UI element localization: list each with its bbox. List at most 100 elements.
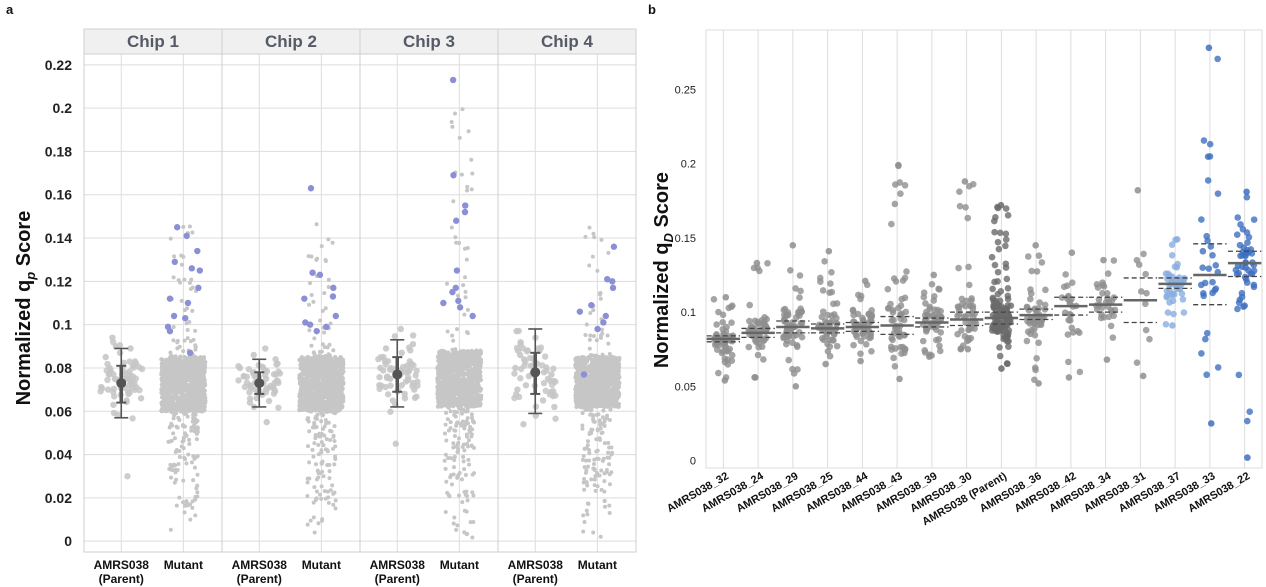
mutant-point	[614, 403, 619, 409]
parent-point	[129, 378, 136, 386]
mutant-point	[308, 409, 313, 414]
mutant-point	[578, 367, 583, 372]
series-point	[884, 285, 892, 293]
mutant-point	[170, 467, 175, 472]
mutant-point	[297, 357, 302, 363]
mutant-point	[468, 358, 474, 363]
mutant-highlight-point	[166, 327, 174, 335]
series-point	[849, 306, 857, 314]
panel-a-facet-strips: Chip 1 Chip 2 Chip 3 Chip 4	[83, 28, 637, 55]
mutant-point	[161, 408, 166, 413]
mutant-point	[325, 345, 330, 350]
mutant-point	[326, 237, 331, 242]
parent-mean-point	[116, 378, 127, 389]
mutant-point	[443, 376, 449, 381]
mutant-point	[178, 354, 183, 359]
mutant-point	[580, 354, 585, 360]
series-point	[719, 348, 727, 355]
panel-a-points	[97, 76, 622, 540]
mutant-point	[453, 347, 458, 352]
mutant-point	[582, 477, 587, 482]
mutant-highlight-point	[461, 208, 469, 216]
mutant-point	[598, 296, 603, 301]
mutant-point	[591, 308, 596, 313]
mutant-point	[459, 423, 464, 428]
mutant-point	[171, 462, 176, 467]
mutant-point	[581, 480, 586, 485]
mutant-highlight-point	[171, 258, 178, 266]
mutant-point	[600, 352, 605, 357]
mutant-point	[452, 390, 457, 396]
mutant-point	[592, 419, 597, 424]
mutant-point	[582, 487, 587, 492]
mutant-point	[164, 370, 169, 376]
series-point-min	[857, 357, 864, 365]
mutant-point	[182, 371, 188, 377]
parent-point	[513, 344, 521, 352]
mutant-point	[435, 391, 440, 396]
mutant-point	[172, 254, 177, 259]
mutant-point	[462, 448, 467, 453]
series-point	[715, 369, 722, 377]
mutant-point	[581, 453, 586, 458]
mutant-point	[320, 308, 325, 313]
mutant-point	[160, 394, 165, 400]
mutant-point	[192, 366, 198, 372]
mutant-point	[452, 454, 457, 459]
parent-point	[104, 386, 112, 393]
mutant-point	[309, 343, 314, 348]
mutant-point	[604, 467, 609, 472]
mutant-point	[455, 449, 460, 454]
y-tick-label: 0.1	[53, 317, 73, 333]
mutant-point	[187, 437, 192, 442]
mutant-point	[587, 337, 592, 342]
mutant-point	[603, 360, 608, 365]
parent-point	[550, 377, 558, 385]
mutant-point	[470, 401, 475, 406]
mutant-point	[462, 312, 467, 317]
parent-point	[522, 382, 530, 389]
mutant-point	[598, 291, 603, 296]
mutant-highlight-point	[452, 217, 460, 224]
series-point	[756, 267, 763, 275]
x-tick-label-parent: AMRS038	[94, 558, 150, 572]
mutant-point	[181, 478, 186, 483]
mutant-point	[322, 375, 328, 381]
y-tick-label: 0	[64, 533, 72, 549]
y-tick-label: 0.25	[675, 84, 696, 96]
parent-point	[126, 389, 133, 396]
mutant-point	[325, 401, 330, 407]
mutant-point	[185, 389, 191, 395]
mutant-point	[452, 111, 457, 116]
mutant-point	[297, 407, 302, 413]
mutant-point	[159, 382, 165, 387]
mutant-point	[300, 391, 306, 397]
mutant-point	[594, 338, 599, 343]
mutant-point	[341, 369, 346, 374]
mutant-point	[475, 380, 480, 386]
mutant-point	[181, 254, 186, 259]
mutant-point	[194, 486, 199, 491]
x-tick-label-parent: AMRS038	[232, 558, 288, 572]
mutant-point	[594, 374, 600, 379]
mutant-point	[466, 129, 471, 134]
parent-point	[550, 365, 557, 372]
mutant-point	[187, 355, 192, 360]
mutant-point	[326, 284, 331, 289]
mutant-point	[171, 431, 176, 436]
mutant-point	[315, 354, 320, 359]
parent-point	[517, 338, 524, 346]
mutant-point	[465, 416, 470, 421]
series-point-min	[822, 360, 829, 368]
mutant-point	[338, 361, 343, 367]
mutant-highlight-point	[323, 323, 330, 331]
mutant-point	[184, 500, 189, 505]
mutant-highlight-point	[588, 301, 595, 309]
mutant-point	[323, 496, 328, 501]
mutant-point	[319, 440, 324, 445]
mutant-point	[471, 493, 476, 498]
mutant-point	[167, 357, 173, 363]
mutant-point	[578, 361, 584, 367]
mutant-point	[598, 422, 603, 427]
mutant-point	[181, 387, 187, 392]
